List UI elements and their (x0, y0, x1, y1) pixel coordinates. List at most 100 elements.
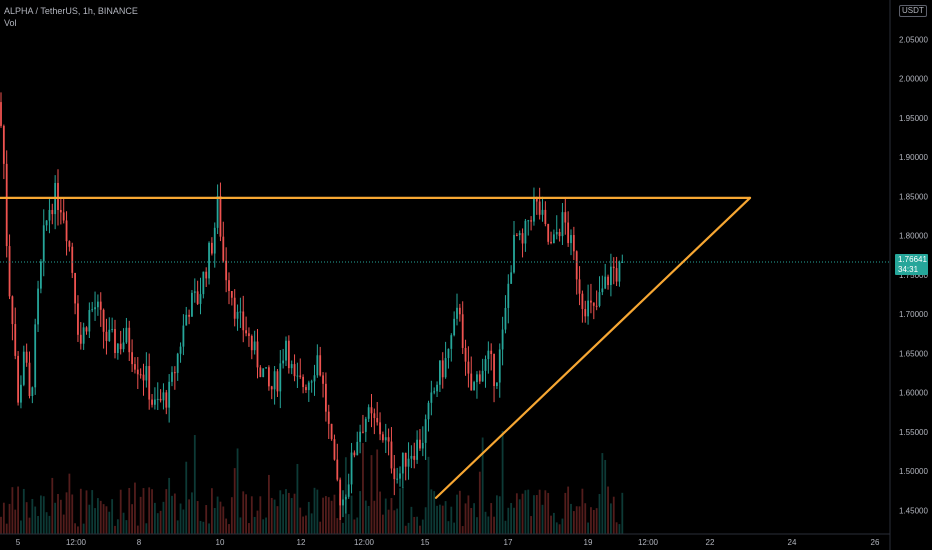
volume-bar (179, 503, 182, 534)
volume-bar (191, 492, 193, 534)
volume-bar (17, 486, 19, 534)
candle-body (131, 352, 133, 365)
volume-bar (165, 489, 168, 534)
price-tick-2: 1.95000 (899, 114, 928, 123)
candle-body (233, 297, 236, 319)
symbol-title[interactable]: ALPHA / TetherUS, 1h, BINANCE (4, 6, 138, 16)
candle-body (282, 360, 285, 364)
candle-body (48, 209, 51, 221)
candle-body (302, 376, 304, 388)
candle-body (273, 371, 276, 390)
volume-bar (444, 501, 447, 534)
candle-body (535, 198, 538, 202)
candle-body (219, 196, 222, 237)
volume-bar (279, 490, 282, 534)
candle-body (464, 347, 467, 362)
candle-body (359, 431, 361, 442)
volume-bar (68, 473, 71, 534)
volume-bar (601, 453, 604, 534)
volume-bar (122, 512, 125, 534)
candle-body (382, 434, 384, 441)
volume-bar (79, 488, 82, 534)
volume-bar (379, 491, 381, 534)
candle-body (504, 307, 507, 330)
volume-bar (42, 496, 45, 534)
volume-bar (91, 490, 94, 534)
candle-body (22, 351, 25, 385)
volume-bar (561, 518, 564, 534)
candle-body (154, 399, 156, 405)
candle-body (0, 102, 2, 126)
volume-bar (233, 468, 236, 534)
candle-body (222, 236, 225, 261)
volume-bar (134, 482, 136, 534)
time-tick-5: 12:00 (354, 538, 375, 547)
volume-bar (427, 456, 430, 534)
volume-bar (313, 487, 316, 534)
candle-body (612, 266, 615, 269)
candle-body (119, 343, 122, 350)
volume-bar (325, 496, 327, 534)
volume-bar (493, 516, 495, 534)
volume-bar (364, 500, 367, 534)
volume-bar (550, 515, 552, 534)
volume-bar (11, 487, 14, 534)
candle-body (561, 212, 564, 237)
trendlines[interactable] (0, 196, 752, 499)
candle-body (330, 423, 333, 440)
time-axis[interactable]: 5 12:00 8 10 12 12:00 15 17 19 12:00 22 24 26 (16, 538, 880, 547)
volume-bar (595, 508, 598, 534)
candle-body (407, 458, 410, 467)
volume-bar (419, 525, 421, 534)
rising-support-trendline[interactable] (434, 196, 752, 499)
candle-body (196, 291, 199, 304)
volume-bar (618, 524, 621, 534)
time-tick-11: 24 (788, 538, 797, 547)
volume-bar (544, 490, 547, 534)
candle-body (430, 392, 433, 403)
candle-body (77, 303, 79, 335)
candle-body (376, 418, 379, 423)
candle-body (51, 209, 54, 215)
candle-body (97, 301, 99, 308)
volume-bar (268, 474, 270, 534)
volume-bar (307, 501, 310, 534)
volume-bar (250, 496, 253, 534)
candle-body (182, 325, 185, 347)
candle-body (99, 301, 102, 310)
time-tick-1: 12:00 (66, 538, 87, 547)
volume-bar (310, 513, 313, 534)
volume-bar (470, 508, 473, 534)
volume-bar (513, 507, 515, 534)
candle-body (105, 331, 108, 342)
price-axis[interactable]: 2.05000 2.00000 1.95000 1.90000 1.85000 1.800… (899, 35, 928, 515)
candle-body (572, 235, 575, 252)
volume-bar (168, 477, 171, 534)
candle-body (296, 375, 299, 377)
volume-bar (219, 501, 222, 534)
last-price-value: 1.76641 (898, 255, 927, 264)
volume-bar (265, 517, 267, 534)
candle-body (598, 292, 601, 306)
candle-body (393, 468, 396, 480)
volume-bar (319, 521, 322, 534)
volume-bar (478, 471, 481, 534)
volume-bar (535, 495, 538, 534)
volume-bar (31, 498, 34, 534)
price-tick-8: 1.65000 (899, 349, 928, 358)
volume-bar (407, 522, 410, 534)
volume-bar (208, 523, 210, 534)
candle-body (199, 294, 202, 304)
currency-unit-badge[interactable]: USDT (899, 5, 927, 17)
candle-body (342, 499, 344, 506)
candle-body (322, 375, 324, 384)
candle-body (498, 349, 501, 383)
candle-body (524, 220, 527, 244)
volume-indicator-label[interactable]: Vol (4, 18, 17, 28)
candle-body (108, 329, 111, 342)
time-tick-3: 10 (216, 538, 225, 547)
volume-bar (25, 502, 28, 534)
price-tick-6: 1.75000 (899, 271, 928, 280)
candle-body (285, 340, 287, 361)
